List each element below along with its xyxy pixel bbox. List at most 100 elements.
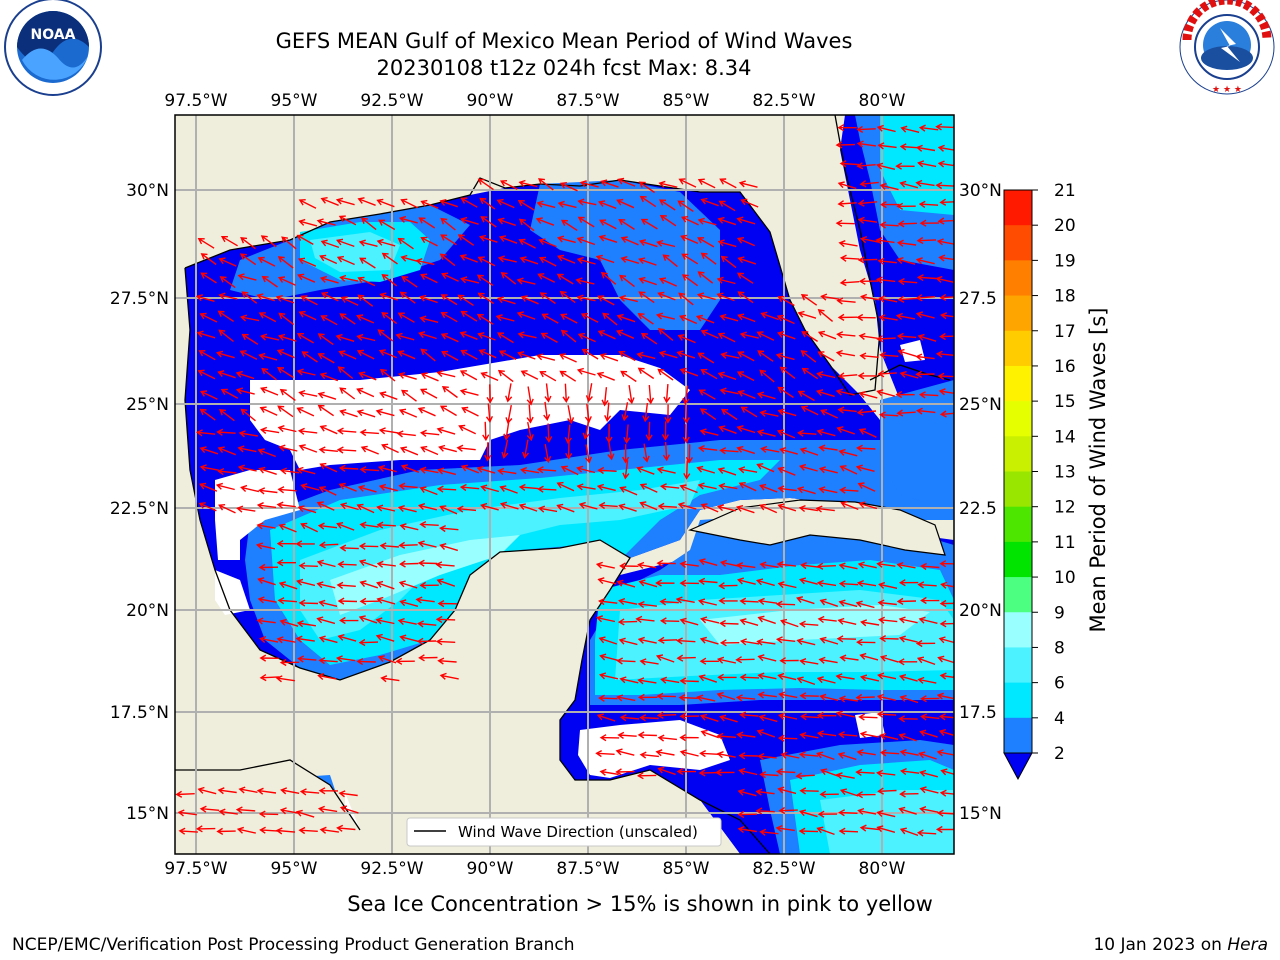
wind-wave-arrow xyxy=(777,295,795,307)
wind-wave-arrow xyxy=(835,388,855,396)
wind-wave-arrow xyxy=(836,635,857,643)
wind-wave-arrow xyxy=(579,180,599,188)
wind-wave-arrow xyxy=(817,615,837,624)
wind-wave-arrow xyxy=(398,541,418,549)
wind-wave-arrow xyxy=(356,333,376,342)
wind-wave-arrow xyxy=(662,441,671,462)
wind-wave-arrow xyxy=(856,444,876,452)
wind-wave-arrow xyxy=(898,579,919,587)
wind-wave-arrow xyxy=(616,329,635,339)
wind-wave-arrow xyxy=(736,272,754,284)
wind-wave-arrow xyxy=(459,216,479,225)
wind-wave-arrow xyxy=(898,806,917,815)
wind-wave-arrow xyxy=(619,714,640,722)
wind-wave-arrow xyxy=(860,293,880,301)
wind-wave-arrow xyxy=(875,276,896,284)
wind-wave-arrow xyxy=(278,581,298,590)
wind-wave-arrow xyxy=(839,278,860,287)
wind-wave-arrow xyxy=(175,790,195,798)
wind-wave-arrows xyxy=(175,123,954,837)
wind-wave-arrow xyxy=(419,315,439,323)
wind-wave-arrow xyxy=(399,446,419,456)
wind-wave-arrow xyxy=(837,181,857,190)
wind-wave-arrow xyxy=(664,404,672,424)
wind-wave-arrow xyxy=(480,216,497,228)
colorbar-tick-label: 13 xyxy=(1054,463,1076,483)
wind-wave-arrow xyxy=(399,599,419,607)
wind-wave-arrow xyxy=(296,234,314,246)
wind-wave-arrow xyxy=(559,370,577,382)
wind-wave-arrow xyxy=(299,788,320,796)
wind-wave-arrow xyxy=(915,311,935,319)
wind-wave-arrow xyxy=(839,486,859,494)
wind-wave-arrow xyxy=(678,178,697,188)
wind-wave-arrow xyxy=(697,444,718,453)
wind-wave-arrow xyxy=(544,383,552,403)
wind-wave-arrow xyxy=(197,786,217,795)
wind-wave-arrow xyxy=(699,408,717,420)
colorbar-tick-label: 18 xyxy=(1054,287,1076,307)
wind-wave-arrow xyxy=(736,237,755,247)
wind-wave-arrow xyxy=(340,502,359,511)
wind-wave-arrow xyxy=(718,582,738,590)
wind-wave-arrow xyxy=(819,636,839,645)
wind-wave-arrow xyxy=(940,312,954,320)
wind-wave-arrow xyxy=(936,692,954,700)
wind-wave-arrow xyxy=(297,427,318,435)
wind-wave-arrow xyxy=(456,444,476,452)
wind-wave-arrow xyxy=(239,253,257,266)
wind-wave-arrow xyxy=(377,329,394,342)
wind-wave-arrow xyxy=(598,234,618,243)
wind-wave-arrow xyxy=(662,254,678,268)
wind-wave-arrow xyxy=(619,562,639,570)
lat-label-right: 20°N xyxy=(959,601,1002,621)
wind-wave-arrow xyxy=(401,276,418,288)
colorbar-segment xyxy=(1004,401,1032,437)
wind-wave-arrow xyxy=(856,125,876,134)
wind-wave-arrow xyxy=(896,597,917,606)
wind-wave-arrow xyxy=(760,311,779,321)
wind-wave-arrow xyxy=(737,313,756,323)
wind-wave-arrow xyxy=(439,199,458,208)
wind-wave-arrow xyxy=(419,486,438,496)
wind-wave-arrow xyxy=(539,371,557,382)
wind-wave-arrow xyxy=(857,256,878,264)
wind-wave-arrow xyxy=(797,429,817,437)
wind-wave-arrow xyxy=(479,197,496,210)
wind-wave-arrow xyxy=(359,580,379,589)
wind-wave-arrow xyxy=(556,235,576,244)
wind-wave-arrow xyxy=(215,350,235,359)
wind-wave-arrow xyxy=(375,633,395,642)
wind-wave-arrow xyxy=(655,654,675,663)
colorbar-segment xyxy=(1004,436,1032,472)
wind-wave-arrow xyxy=(855,768,875,776)
wind-wave-arrow xyxy=(939,410,954,418)
wind-wave-arrow xyxy=(258,352,278,361)
wind-wave-arrow xyxy=(920,596,940,605)
wind-wave-arrow xyxy=(260,235,277,248)
wind-wave-arrow xyxy=(775,824,795,833)
wind-wave-arrow xyxy=(856,313,876,322)
wind-wave-arrow xyxy=(717,673,737,681)
wind-wave-arrow xyxy=(199,390,218,400)
wind-wave-arrow xyxy=(604,402,612,422)
lat-labels-left: 30°N 27.5°N 25°N 22.5°N 20°N 17.5°N 15°N xyxy=(110,181,169,824)
wind-wave-arrow xyxy=(735,694,756,702)
wind-wave-arrow xyxy=(238,786,258,794)
wind-wave-arrow xyxy=(700,197,719,207)
wind-wave-arrow xyxy=(437,657,457,665)
wind-wave-arrow xyxy=(301,351,318,363)
wind-wave-arrow xyxy=(360,217,377,231)
wind-wave-arrow xyxy=(798,827,819,835)
wind-wave-arrow xyxy=(518,503,538,512)
wind-wave-arrow xyxy=(718,425,737,434)
wind-wave-arrow xyxy=(679,733,699,742)
wind-wave-arrow xyxy=(637,313,654,325)
wind-wave-arrow xyxy=(627,384,635,405)
wind-wave-arrow xyxy=(777,408,797,417)
wind-wave-arrow xyxy=(816,676,836,684)
wind-wave-arrow xyxy=(857,482,876,492)
wind-wave-arrow xyxy=(241,291,258,304)
wind-wave-arrow xyxy=(700,503,719,513)
wind-wave-arrow xyxy=(699,428,719,436)
